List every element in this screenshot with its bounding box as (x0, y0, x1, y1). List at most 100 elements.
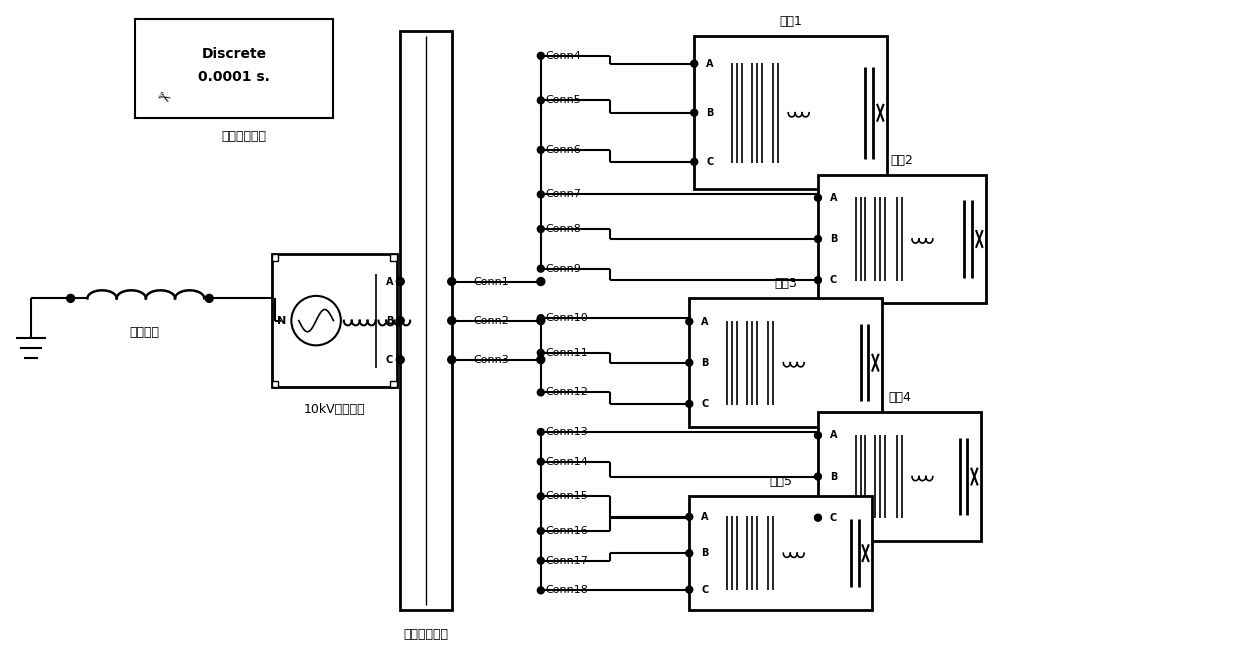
Text: A: A (830, 430, 837, 441)
Circle shape (537, 493, 544, 500)
Circle shape (537, 587, 544, 594)
Circle shape (686, 318, 693, 325)
Text: 0.0001 s.: 0.0001 s. (198, 70, 270, 84)
Circle shape (397, 277, 404, 286)
Bar (272, 381, 279, 388)
Circle shape (815, 514, 821, 521)
Text: Conn3: Conn3 (474, 355, 510, 364)
Bar (694, 36, 888, 190)
Text: 线路3: 线路3 (774, 277, 797, 290)
Bar (391, 381, 397, 388)
Circle shape (537, 428, 544, 435)
Circle shape (686, 401, 693, 408)
Text: Conn7: Conn7 (546, 190, 582, 199)
Circle shape (537, 265, 544, 272)
Circle shape (815, 277, 821, 284)
Circle shape (537, 52, 544, 59)
Text: C: C (386, 355, 393, 364)
Circle shape (537, 356, 544, 364)
Bar (689, 299, 883, 427)
Circle shape (815, 473, 821, 480)
Text: Conn4: Conn4 (546, 51, 582, 61)
Text: C: C (830, 513, 837, 522)
Circle shape (537, 277, 544, 286)
Text: Conn5: Conn5 (546, 95, 582, 105)
Bar (391, 253, 397, 261)
Circle shape (537, 226, 544, 232)
Circle shape (686, 550, 693, 557)
Text: B: B (706, 108, 713, 118)
Text: A: A (386, 277, 393, 286)
Circle shape (448, 277, 455, 286)
Circle shape (537, 315, 544, 322)
Circle shape (691, 159, 698, 165)
Text: 电力系统分析: 电力系统分析 (222, 130, 267, 143)
Bar (135, 19, 332, 118)
Text: Conn2: Conn2 (474, 315, 510, 326)
Circle shape (537, 97, 544, 104)
Bar (689, 496, 873, 610)
Text: C: C (706, 157, 713, 167)
Circle shape (537, 528, 544, 535)
Circle shape (815, 194, 821, 201)
Text: 线路4: 线路4 (888, 392, 911, 404)
Bar (272, 253, 279, 261)
Circle shape (537, 317, 544, 324)
Text: Conn18: Conn18 (546, 586, 589, 595)
Text: N: N (277, 315, 286, 326)
Text: 10kV三相电源: 10kV三相电源 (304, 403, 366, 416)
Circle shape (686, 513, 693, 521)
Text: 线路2: 线路2 (890, 154, 914, 166)
Text: C: C (701, 399, 708, 409)
Circle shape (537, 389, 544, 396)
Circle shape (67, 294, 74, 303)
Text: C: C (830, 275, 837, 285)
Text: A: A (701, 317, 709, 326)
Text: 线路5: 线路5 (769, 475, 792, 488)
Circle shape (691, 60, 698, 67)
Circle shape (537, 146, 544, 154)
Text: Conn10: Conn10 (546, 313, 589, 323)
Text: B: B (830, 471, 837, 482)
Text: Conn1: Conn1 (474, 277, 510, 286)
Text: A: A (706, 59, 713, 68)
Bar (272, 253, 397, 388)
Bar (818, 175, 986, 303)
Text: Conn14: Conn14 (546, 457, 589, 467)
Text: Conn16: Conn16 (546, 526, 589, 536)
Circle shape (537, 350, 544, 356)
Text: Conn15: Conn15 (546, 491, 589, 501)
Circle shape (448, 356, 455, 364)
Circle shape (448, 317, 455, 324)
Text: A: A (701, 512, 709, 522)
Bar (401, 31, 451, 610)
Circle shape (691, 109, 698, 116)
Text: Conn12: Conn12 (546, 388, 589, 397)
Circle shape (815, 235, 821, 243)
Circle shape (537, 191, 544, 198)
Circle shape (815, 432, 821, 439)
Text: A: A (830, 193, 837, 203)
Text: B: B (701, 548, 708, 558)
Text: B: B (386, 315, 393, 326)
Bar (818, 412, 981, 541)
Text: Conn6: Conn6 (546, 145, 582, 155)
Circle shape (537, 557, 544, 564)
Text: Conn11: Conn11 (546, 348, 589, 358)
Text: Discrete: Discrete (201, 47, 267, 61)
Text: 消弧线圈: 消弧线圈 (130, 326, 160, 339)
Text: ✂: ✂ (154, 89, 172, 108)
Circle shape (206, 294, 213, 303)
Circle shape (397, 317, 404, 324)
Text: B: B (701, 358, 708, 368)
Text: C: C (701, 584, 708, 595)
Text: Conn8: Conn8 (546, 224, 582, 234)
Text: 线路1: 线路1 (779, 15, 802, 28)
Circle shape (537, 458, 544, 465)
Text: Conn17: Conn17 (546, 555, 589, 566)
Circle shape (686, 359, 693, 366)
Text: Conn13: Conn13 (546, 427, 589, 437)
Circle shape (686, 586, 693, 593)
Circle shape (397, 356, 404, 364)
Text: B: B (830, 234, 837, 244)
